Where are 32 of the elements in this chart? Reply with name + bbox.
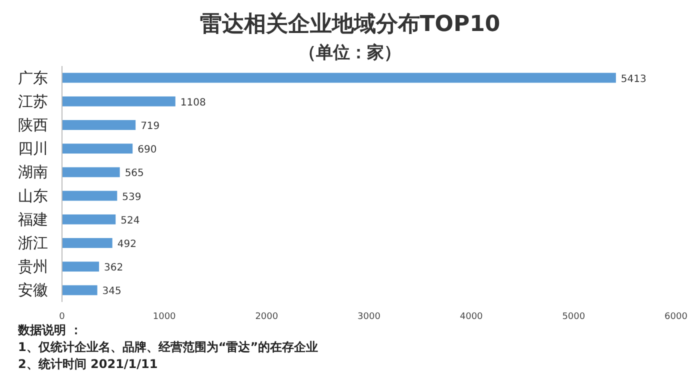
tick-label: 1000 bbox=[152, 312, 176, 322]
category: 浙江 bbox=[18, 234, 48, 252]
tick-label: 0 bbox=[59, 312, 65, 322]
category: 贵州 bbox=[18, 258, 48, 276]
value-label: 5413 bbox=[620, 74, 646, 85]
value-label: 539 bbox=[122, 192, 142, 203]
category: 湖南 bbox=[18, 163, 48, 182]
tick-label: 6000 bbox=[664, 312, 688, 322]
value-label: 524 bbox=[120, 215, 140, 226]
annotation: 2、统计时间 2021/1/11 bbox=[18, 357, 158, 371]
category: 福建 bbox=[18, 210, 48, 228]
category: 山东 bbox=[18, 186, 48, 205]
value-label: 565 bbox=[124, 168, 144, 180]
category: 陕西 bbox=[18, 116, 48, 134]
annotation: 数据说明 ： bbox=[18, 323, 82, 337]
value-label: 690 bbox=[138, 144, 157, 156]
tick-label: 3000 bbox=[358, 312, 380, 322]
category: 江苏 bbox=[18, 92, 48, 110]
value-label: 492 bbox=[117, 239, 136, 250]
title: 雷达相关企业地域分布TOP10 bbox=[200, 12, 500, 37]
value-label: 362 bbox=[104, 262, 124, 274]
category: 四川 bbox=[18, 140, 48, 158]
category: 广东 bbox=[18, 68, 48, 87]
subtitle: （单位：家） bbox=[299, 43, 401, 63]
value-label: 719 bbox=[140, 121, 160, 132]
tick-label: 5000 bbox=[562, 312, 586, 322]
value-label: 345 bbox=[102, 286, 122, 298]
category: 安徽 bbox=[18, 281, 48, 300]
tick-label: 2000 bbox=[255, 312, 278, 322]
tick-label: 4000 bbox=[460, 312, 483, 322]
value-label: 1108 bbox=[180, 97, 206, 108]
annotation: 1、仅统计企业名、品牌、经营范围为“雷达”的在存企业 bbox=[18, 340, 318, 354]
